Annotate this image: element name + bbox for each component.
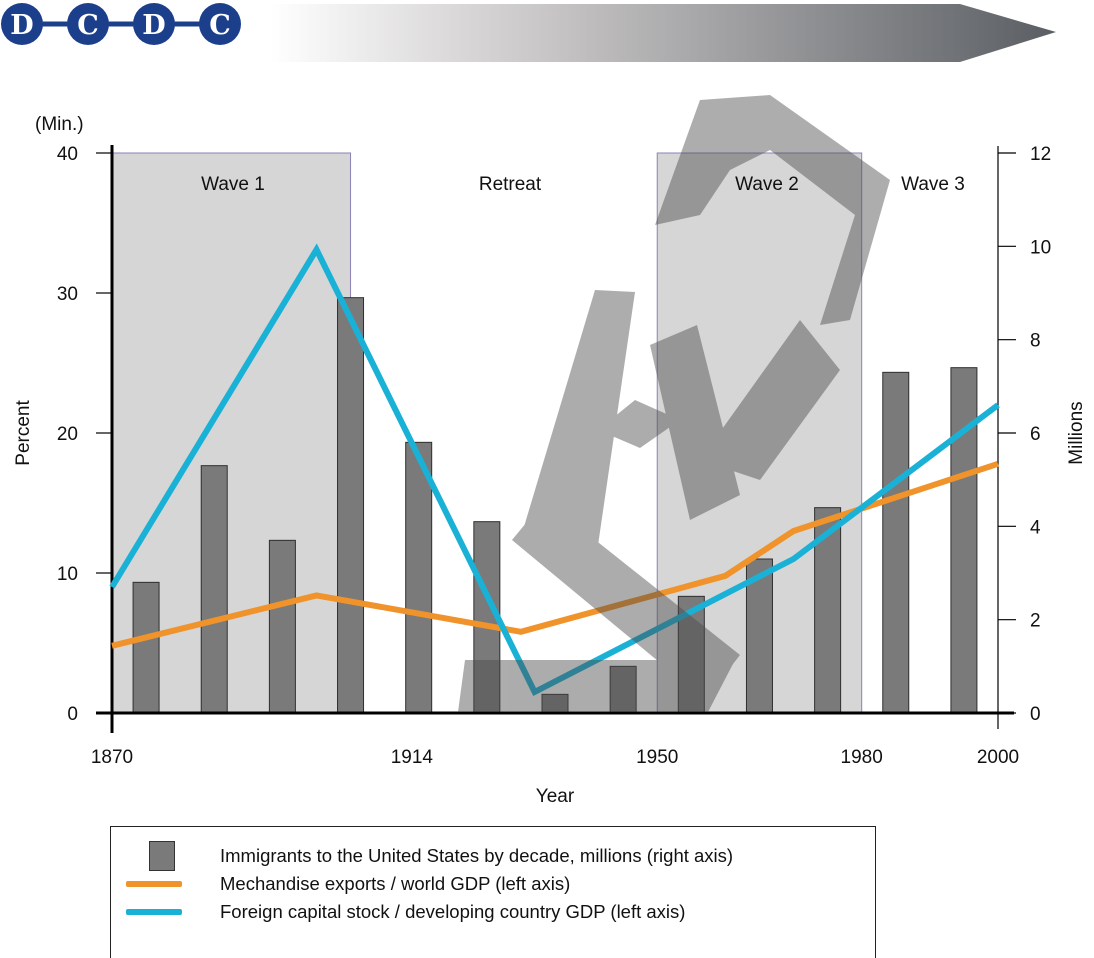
left-tick-label-10: 10 bbox=[57, 564, 78, 585]
right-tick-label-6: 6 bbox=[1030, 424, 1041, 445]
watermark-stroke-1 bbox=[458, 660, 735, 712]
x-tick-label-1950: 1950 bbox=[636, 747, 678, 768]
x-tick-label-1980: 1980 bbox=[841, 747, 883, 768]
left-axis-unit-label: (Min.) bbox=[35, 114, 84, 135]
watermark-reviewed bbox=[458, 95, 890, 712]
svg-text:D: D bbox=[142, 10, 165, 41]
x-tick-label-2000: 2000 bbox=[977, 747, 1019, 768]
watermark-stroke-4 bbox=[598, 400, 680, 448]
watermark-stroke-2 bbox=[512, 500, 740, 700]
left-tick-label-30: 30 bbox=[57, 284, 78, 305]
right-tick-label-2: 2 bbox=[1030, 611, 1041, 632]
bar-immigrants-1995 bbox=[950, 367, 978, 714]
bar-immigrants-1905 bbox=[337, 297, 365, 714]
plot-area: 0 10 20 30 40 0 2 4 6 8 10 12 1870 1914 1950 1980 2000 (M… bbox=[13, 95, 1087, 807]
left-tick-label-40: 40 bbox=[57, 144, 78, 165]
svg-text:D: D bbox=[10, 10, 33, 41]
legend-label-capital: Foreign capital stock / developing count… bbox=[220, 901, 686, 922]
right-tick-label-0: 0 bbox=[1030, 704, 1041, 725]
legend-label-immigrants: Immigrants to the United States by decad… bbox=[220, 845, 734, 866]
bar-immigrants-1915 bbox=[405, 441, 433, 714]
right-tick-label-10: 10 bbox=[1030, 237, 1051, 258]
legend-swatch-bar bbox=[149, 841, 175, 871]
header-arrow-banner bbox=[270, 4, 1056, 62]
bar-immigrants-1895 bbox=[268, 539, 296, 714]
legend-swatch-exports-line bbox=[126, 881, 182, 887]
bar-immigrants-1985 bbox=[882, 371, 910, 714]
left-tick-label-0: 0 bbox=[67, 704, 78, 725]
period-label-wave-2: Wave 2 bbox=[735, 174, 799, 195]
right-tick-label-8: 8 bbox=[1030, 331, 1041, 352]
legend: Immigrants to the United States by decad… bbox=[110, 826, 876, 958]
watermark-stroke-5 bbox=[650, 325, 740, 520]
exports-line bbox=[111, 460, 999, 649]
legend-swatch-capital-line bbox=[126, 909, 182, 915]
svg-text:C: C bbox=[209, 10, 231, 41]
period-label-wave-1: Wave 1 bbox=[201, 174, 265, 195]
bar-immigrants-1885 bbox=[200, 465, 228, 714]
legend-label-exports: Mechandise exports / world GDP (left axi… bbox=[220, 873, 571, 894]
period-label-retreat: Retreat bbox=[479, 174, 542, 195]
capital-stock-line bbox=[109, 243, 1000, 697]
watermark-stroke-7 bbox=[655, 95, 890, 325]
left-tick-label-20: 20 bbox=[57, 424, 78, 445]
dcdc-logo: D C D C bbox=[1, 3, 241, 45]
right-axis-title: Millions bbox=[1066, 401, 1087, 464]
x-axis-title: Year bbox=[536, 786, 575, 807]
left-axis-title: Percent bbox=[13, 400, 34, 466]
right-tick-label-12: 12 bbox=[1030, 144, 1051, 165]
bar-immigrants-1945 bbox=[609, 665, 637, 714]
x-tick-label-1870: 1870 bbox=[91, 747, 133, 768]
bar-immigrants-1875 bbox=[132, 581, 160, 714]
svg-text:C: C bbox=[77, 10, 99, 41]
watermark-stroke-6 bbox=[700, 320, 840, 480]
watermark-stroke-3 bbox=[520, 290, 635, 600]
period-label-wave-3: Wave 3 bbox=[901, 174, 965, 195]
x-tick-label-1914: 1914 bbox=[391, 747, 434, 768]
right-tick-label-4: 4 bbox=[1030, 517, 1041, 538]
